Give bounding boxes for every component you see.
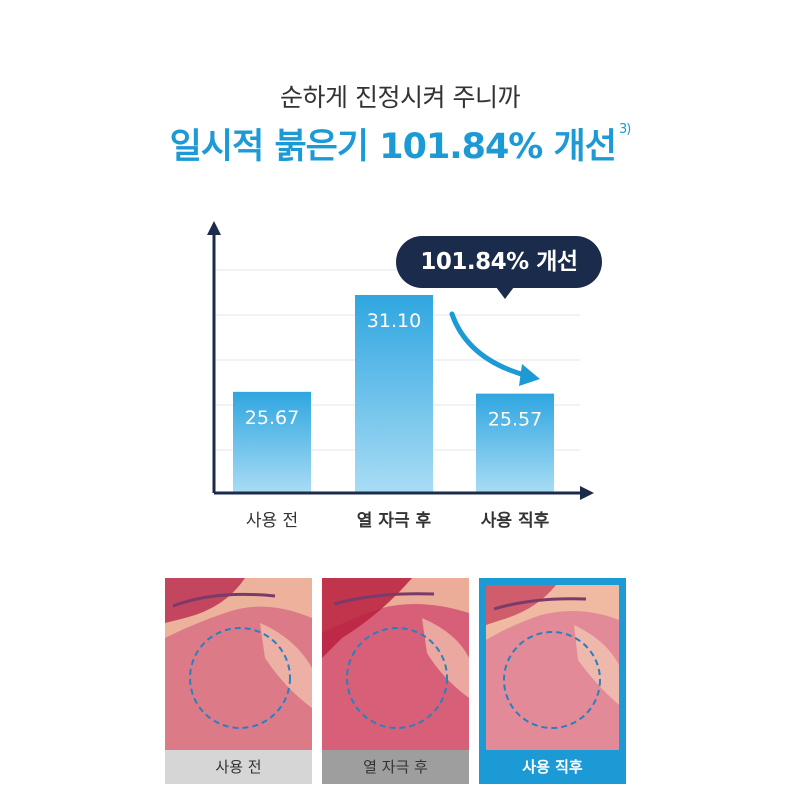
headline: 일시적 붉은기 101.84% 개선 3) bbox=[0, 118, 800, 169]
y-axis-arrowhead bbox=[207, 221, 221, 235]
footnote-marker: 3) bbox=[618, 122, 631, 137]
category-label: 사용 직후 bbox=[481, 510, 550, 531]
data-label: 25.57 bbox=[488, 409, 542, 431]
bar bbox=[476, 393, 554, 493]
category-label: 사용 전 bbox=[246, 511, 298, 531]
skin-photo-after bbox=[486, 585, 619, 750]
subtitle: 순하게 진정시켜 주니까 bbox=[280, 83, 520, 112]
improvement-callout: 101.84% 개선 bbox=[396, 236, 602, 299]
data-label: 25.67 bbox=[245, 407, 299, 429]
skin-photo-before bbox=[165, 578, 312, 750]
bar bbox=[355, 294, 433, 493]
skin-photo-image bbox=[322, 578, 469, 750]
trend-arrow bbox=[449, 311, 531, 379]
bar bbox=[233, 391, 311, 493]
photo-label-heat: 열 자극 후 bbox=[322, 750, 469, 784]
category-label: 열 자극 후 bbox=[357, 510, 432, 531]
photo-card-after: 사용 직후 bbox=[479, 578, 626, 784]
photo-card-before: 사용 전 bbox=[165, 578, 312, 784]
bar-chart: 25.67 사용 전 31.10 열 자극 후 25.57 사용 직후 bbox=[207, 221, 594, 531]
photo-label-before: 사용 전 bbox=[165, 750, 312, 784]
skin-photo-heat bbox=[322, 578, 469, 750]
trend-arrowhead bbox=[519, 364, 540, 386]
x-axis-arrowhead bbox=[580, 486, 594, 500]
photo-label-after: 사용 직후 bbox=[479, 750, 626, 784]
skin-photo-comparison: 사용 전 열 자극 후 사용 직후 bbox=[165, 578, 626, 784]
skin-photo-image bbox=[486, 585, 619, 750]
skin-photo-image bbox=[165, 578, 312, 750]
headline-text: 일시적 붉은기 101.84% 개선 bbox=[169, 127, 617, 167]
photo-card-heat: 열 자극 후 bbox=[322, 578, 469, 784]
data-label: 31.10 bbox=[367, 310, 421, 332]
